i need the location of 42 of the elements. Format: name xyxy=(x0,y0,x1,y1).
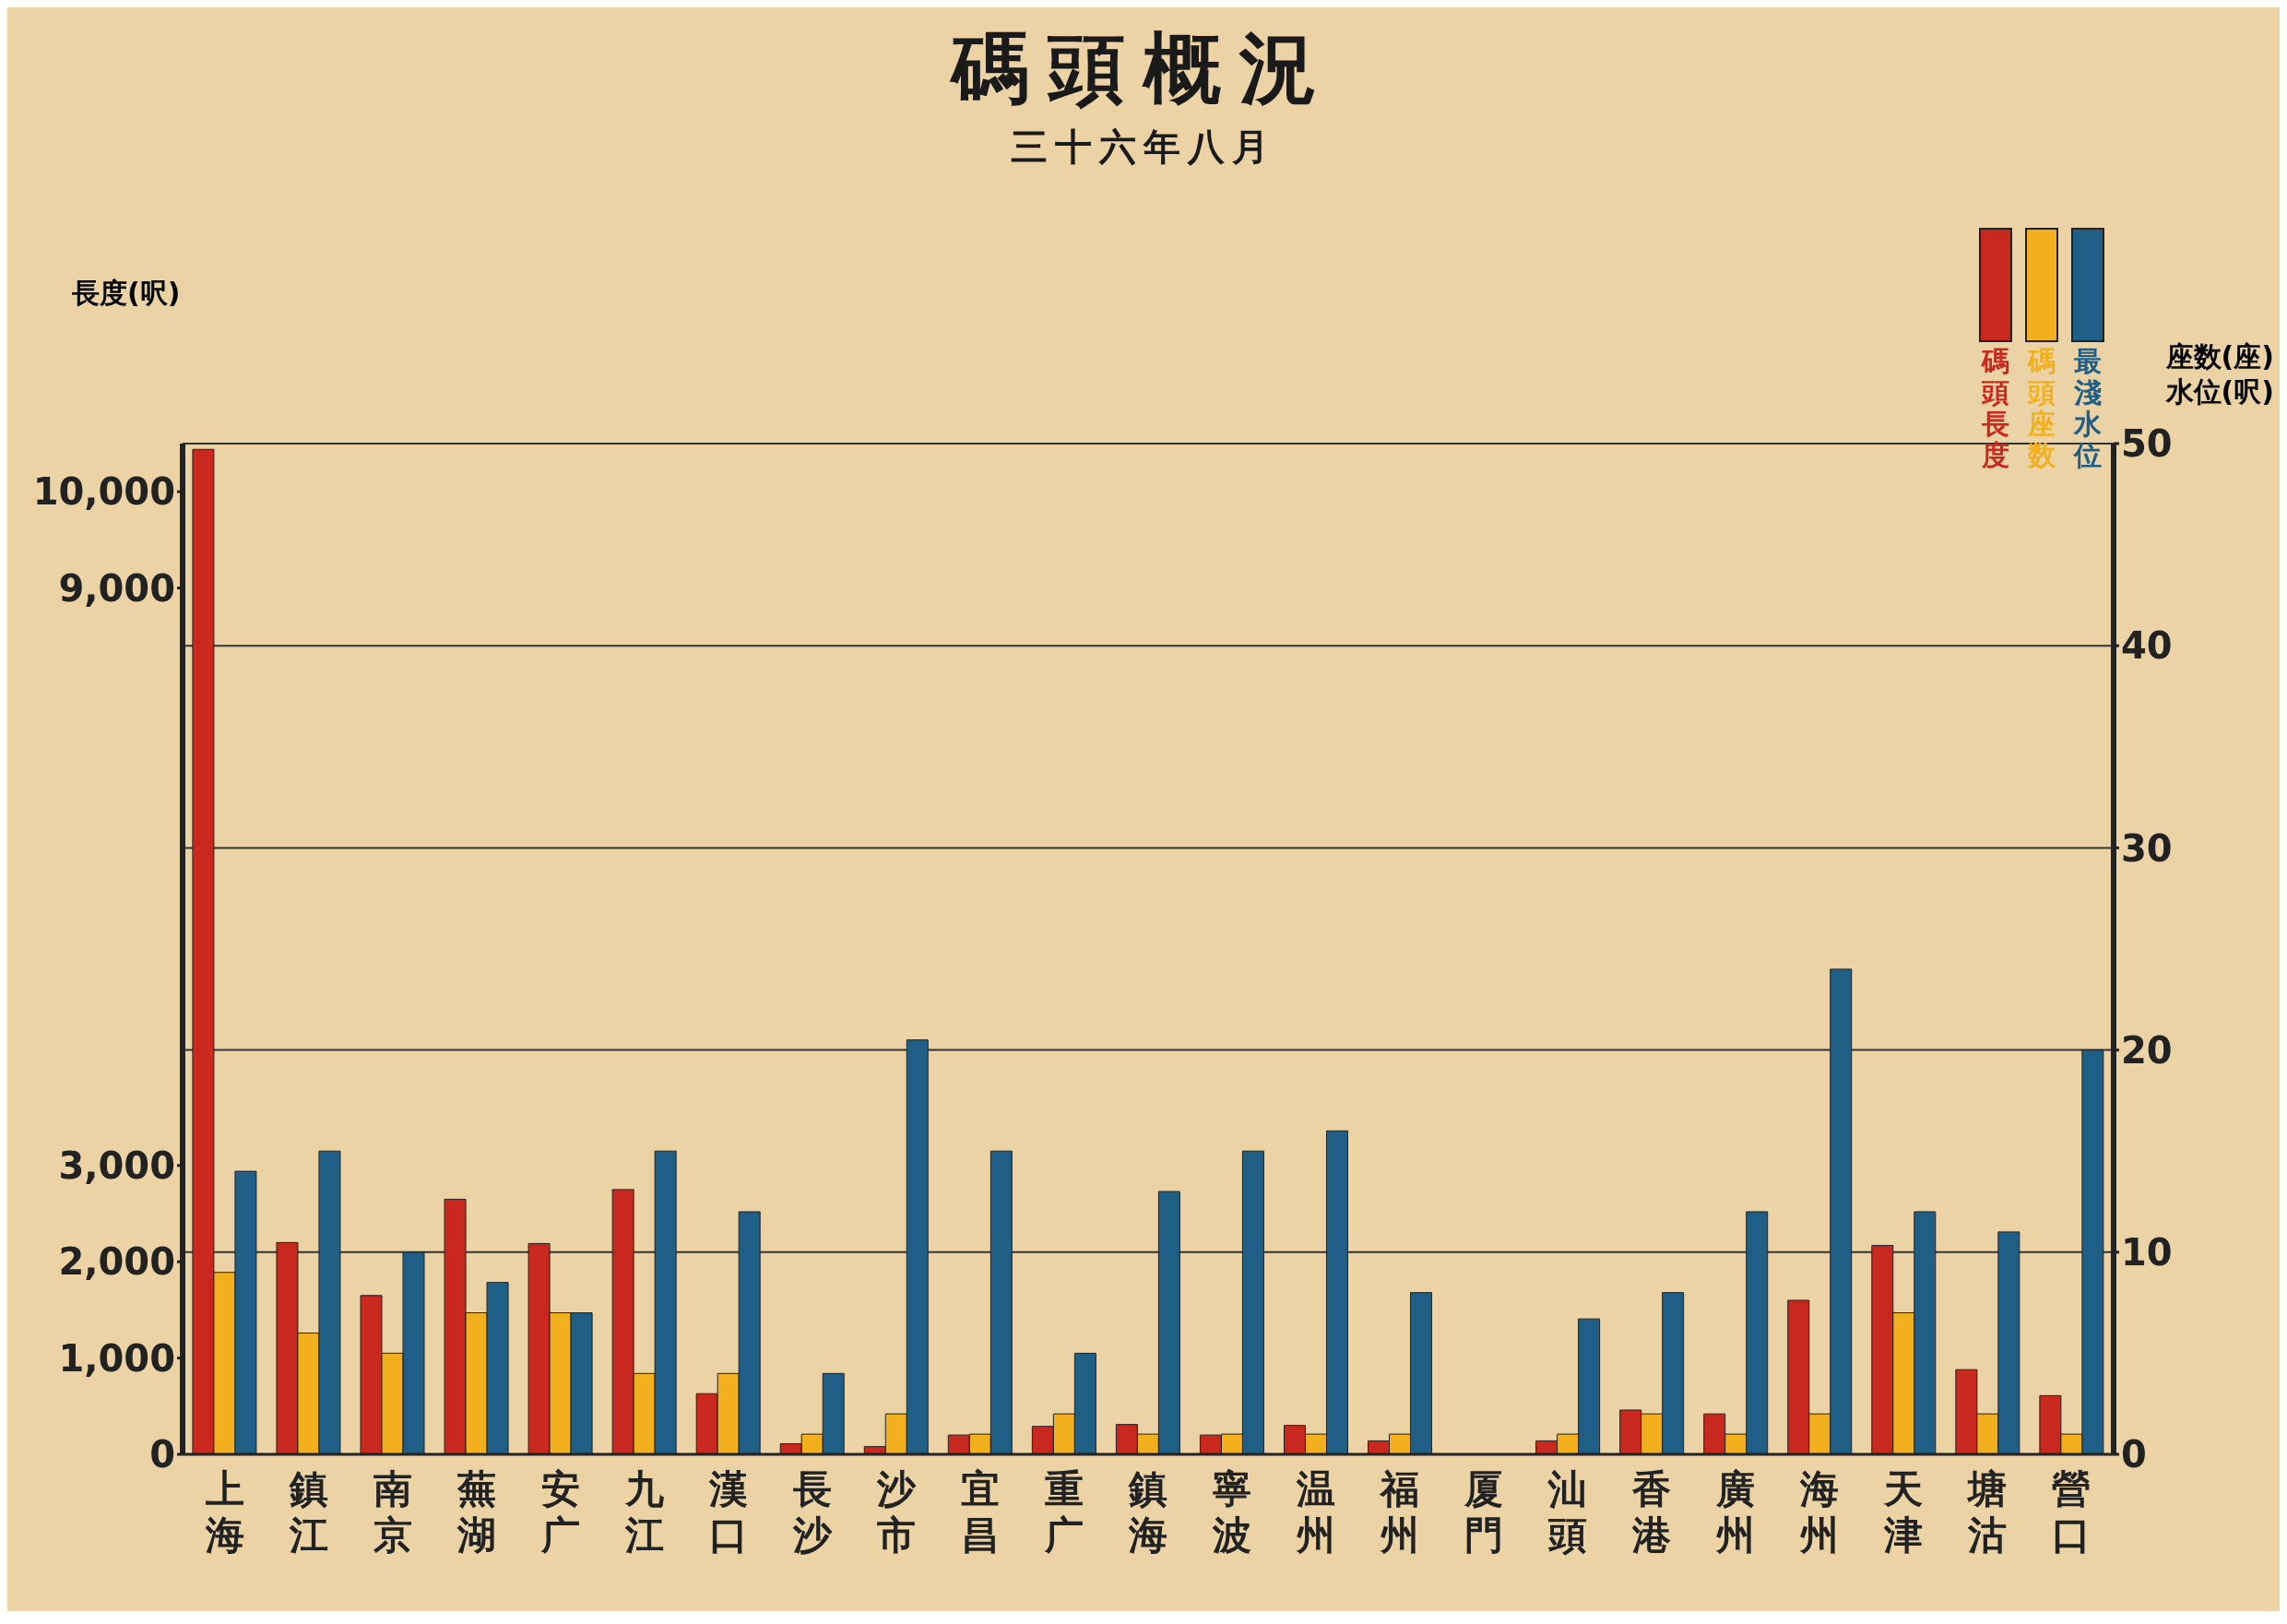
x-tick-label: 福州 xyxy=(1379,1466,1420,1558)
y-tick-label: 2,000 xyxy=(58,1240,175,1284)
x-tick-label: 香港 xyxy=(1631,1466,1672,1558)
x-tick-label: 天津 xyxy=(1883,1466,1924,1558)
y2-tick-label: 10 xyxy=(2121,1231,2173,1274)
x-tick-label: 沙市 xyxy=(875,1466,917,1558)
x-tick-label: 重广 xyxy=(1043,1466,1084,1558)
x-tick-label: 蕪湖 xyxy=(456,1466,496,1558)
x-tick-label: 安广 xyxy=(539,1466,580,1558)
chart-title: 碼頭概況 xyxy=(948,22,1336,115)
x-tick-label: 温州 xyxy=(1296,1466,1336,1558)
y2-tick-label: 50 xyxy=(2121,422,2173,466)
x-tick-label: 長沙 xyxy=(791,1466,833,1558)
x-tick-label: 塘沽 xyxy=(1966,1466,2008,1558)
y2-tick-label: 20 xyxy=(2121,1028,2173,1072)
x-tick-label: 營口 xyxy=(2052,1466,2091,1558)
x-tick-label: 海州 xyxy=(1799,1466,1840,1558)
x-tick-label: 廣州 xyxy=(1715,1466,1756,1558)
x-tick-label: 漢口 xyxy=(707,1466,748,1558)
chart-subtitle: 三十六年八月 xyxy=(1010,124,1277,170)
x-tick-label: 上海 xyxy=(204,1466,244,1558)
x-tick-label: 鎮江 xyxy=(288,1466,328,1558)
x-tick-label: 厦門 xyxy=(1463,1466,1504,1558)
x-tick-label: 宜昌 xyxy=(960,1466,1000,1558)
x-tick-label: 寧波 xyxy=(1212,1466,1252,1558)
y2-axis-title: 座数(座) 水位(呎) xyxy=(2165,339,2274,409)
y-tick-label: 3,000 xyxy=(58,1144,175,1188)
y-tick-label: 0 xyxy=(149,1433,175,1476)
text: 碼頭長度 xyxy=(1981,345,2010,471)
x-tick-label: 九江 xyxy=(623,1466,664,1558)
y2-tick-label: 30 xyxy=(2121,826,2173,870)
y2-tick-label: 0 xyxy=(2121,1433,2147,1476)
text: 碼頭座数 xyxy=(2027,345,2056,471)
x-tick-label: 汕頭 xyxy=(1547,1466,1588,1558)
y-tick-label: 10,000 xyxy=(32,470,175,514)
y2-tick-label: 40 xyxy=(2121,624,2173,668)
y-tick-label: 1,000 xyxy=(58,1336,175,1380)
x-tick-label: 鎮海 xyxy=(1128,1466,1167,1558)
y-axis-title: 長度(呎) xyxy=(72,276,181,311)
text: 最淺水位 xyxy=(2073,345,2103,471)
x-tick-label: 南京 xyxy=(372,1466,412,1558)
y-tick-label: 9,000 xyxy=(58,566,175,610)
